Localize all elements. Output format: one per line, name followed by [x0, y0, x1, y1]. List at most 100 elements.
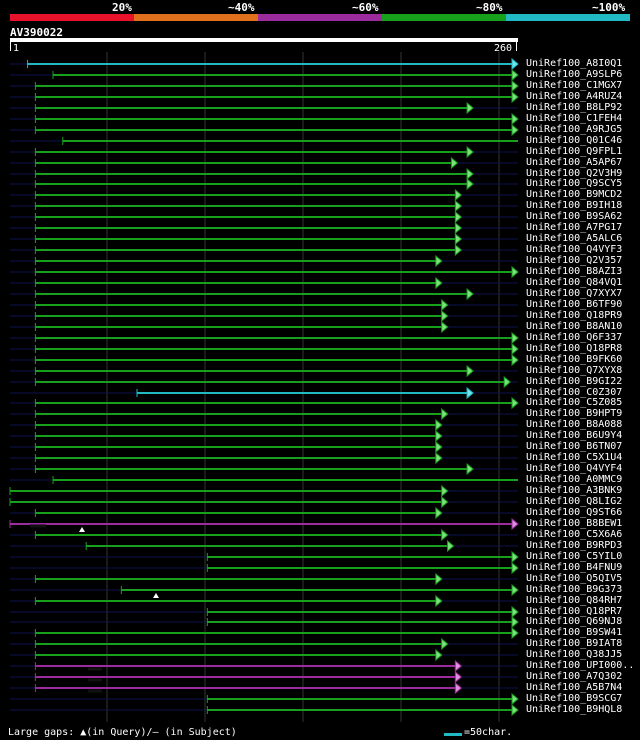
hit-arrow	[466, 462, 474, 476]
hit-label[interactable]: UniRef100_C5X6A6	[526, 529, 623, 540]
hit-arrow	[441, 528, 449, 542]
hit-arrow	[511, 703, 519, 717]
hit-label[interactable]: UniRef100_Q9ST66	[526, 507, 623, 518]
gaps-legend: Large gaps: ▲(in Query)/– (in Subject)	[8, 727, 237, 738]
hit-label[interactable]: UniRef100_B9HPT9	[526, 408, 623, 419]
legend-bar-20	[10, 14, 134, 21]
hit-label[interactable]: UniRef100_B9HQL8	[526, 704, 623, 715]
hit-label[interactable]: UniRef100_Q8LIG2	[526, 496, 623, 507]
hit-label[interactable]: UniRef100_Q84VQ1	[526, 277, 623, 288]
legend-label-60: ~60%	[352, 1, 379, 14]
hit-label[interactable]: UniRef100_B4FNU9	[526, 562, 623, 573]
hit-label[interactable]: UniRef100_B9IH18	[526, 200, 623, 211]
hit-label[interactable]: UniRef100_B9SW41	[526, 627, 623, 638]
hit-label[interactable]: UniRef100_C0Z307	[526, 387, 623, 398]
hit-label[interactable]: UniRef100_Q5QIV5	[526, 573, 623, 584]
hit-label[interactable]: UniRef100_B8A088	[526, 419, 623, 430]
hit-arrow	[511, 112, 519, 126]
hit-arrow	[511, 626, 519, 640]
hit-label[interactable]: UniRef100_Q4VYF3	[526, 244, 623, 255]
hit-label[interactable]: UniRef100_A4RUZ4	[526, 91, 623, 102]
hit-label[interactable]: UniRef100_A0MMC9	[526, 474, 623, 485]
hit-arrow	[511, 123, 519, 137]
hit-arrow	[511, 561, 519, 575]
hit-label[interactable]: UniRef100_B9MCD2	[526, 189, 623, 200]
hit-label[interactable]: UniRef100_A9RJG5	[526, 124, 623, 135]
hit-arrow	[511, 550, 519, 564]
hit-label[interactable]: UniRef100_A5AP67	[526, 157, 623, 168]
hit-arrow	[435, 254, 443, 268]
hit-label[interactable]: UniRef100_B8AZI3	[526, 266, 623, 277]
hit-arrow	[511, 265, 519, 279]
hit-label[interactable]: UniRef100_B6TN07	[526, 441, 623, 452]
hit-label[interactable]: UniRef100_B9RPD3	[526, 540, 623, 551]
hit-arrow	[435, 429, 443, 443]
hit-arrow	[435, 276, 443, 290]
hit-arrow	[435, 440, 443, 454]
scale-bar	[444, 733, 462, 736]
hit-label[interactable]: UniRef100_Q9SCY5	[526, 178, 623, 189]
hit-label[interactable]: UniRef100_Q7XYX8	[526, 365, 623, 376]
hit-label[interactable]: UniRef100_C5Z085	[526, 397, 623, 408]
hit-label[interactable]: UniRef100_B8AN10	[526, 321, 623, 332]
hit-label[interactable]: UniRef100_C5YIL0	[526, 551, 623, 562]
hit-label[interactable]: UniRef100_A7Q302	[526, 671, 623, 682]
hit-arrow	[511, 605, 519, 619]
hit-label[interactable]: UniRef100_B9FK60	[526, 354, 623, 365]
hit-label[interactable]: UniRef100_B9G373	[526, 584, 623, 595]
hit-label[interactable]: UniRef100_UPI000..	[526, 660, 635, 671]
hit-label[interactable]: UniRef100_Q69NJ8	[526, 616, 623, 627]
hit-label[interactable]: UniRef100_Q7XYX7	[526, 288, 623, 299]
ruler-end-tick	[516, 42, 517, 51]
hit-label[interactable]: UniRef100_Q9FPL1	[526, 146, 623, 157]
hit-label[interactable]: UniRef100_Q38JJ5	[526, 649, 623, 660]
hit-arrow	[511, 79, 519, 93]
legend-bar-80	[382, 14, 506, 21]
hit-label[interactable]: UniRef100_Q01C46	[526, 135, 623, 146]
hit-arrow	[454, 199, 463, 213]
hit-arrow	[435, 451, 443, 465]
hit-arrow	[441, 484, 449, 498]
legend-label-100: ~100%	[592, 1, 626, 14]
hit-label[interactable]: UniRef100_Q84RH7	[526, 595, 623, 606]
hit-label[interactable]: UniRef100_B6TF90	[526, 299, 623, 310]
hit-arrow	[454, 681, 463, 695]
hit-label[interactable]: UniRef100_B8BEW1	[526, 518, 623, 529]
hit-label[interactable]: UniRef100_Q2V3H9	[526, 168, 623, 179]
hit-arrow	[511, 353, 519, 367]
hit-label[interactable]: UniRef100_A3BNK9	[526, 485, 623, 496]
hit-label[interactable]: UniRef100_C5X1U4	[526, 452, 623, 463]
scale-label: =50char.	[464, 727, 513, 738]
hit-label[interactable]: UniRef100_A9SLP6	[526, 69, 623, 80]
hit-arrow	[454, 670, 463, 684]
hit-label[interactable]: UniRef100_B9IAT8	[526, 638, 623, 649]
hit-label[interactable]: UniRef100_C1FEH4	[526, 113, 623, 124]
hit-label[interactable]: UniRef100_B9SA62	[526, 211, 623, 222]
hits-layer	[9, 57, 519, 717]
hit-arrow	[511, 517, 519, 531]
hit-label[interactable]: UniRef100_A8I0Q1	[526, 58, 623, 69]
hit-arrow	[454, 659, 463, 673]
hit-label[interactable]: UniRef100_Q4VYF4	[526, 463, 623, 474]
hit-label[interactable]: UniRef100_Q18PR9	[526, 310, 623, 321]
identity-legend: 20% ~40% ~60% ~80% ~100%	[0, 0, 640, 24]
hit-label[interactable]: UniRef100_Q6F337	[526, 332, 623, 343]
hit-label[interactable]: UniRef100_A5ALC6	[526, 233, 623, 244]
query-name: AV390022	[10, 26, 63, 39]
hit-label[interactable]: UniRef100_Q18PR8	[526, 343, 623, 354]
hit-arrow	[466, 287, 474, 301]
hit-arrow	[435, 418, 443, 432]
hit-label[interactable]: UniRef100_Q2V357	[526, 255, 623, 266]
hit-arrow	[466, 364, 474, 378]
hit-label[interactable]: UniRef100_B9SCG7	[526, 693, 623, 704]
hit-label[interactable]: UniRef100_B9GI22	[526, 376, 623, 387]
hit-arrow	[454, 232, 463, 246]
hit-label[interactable]: UniRef100_Q18PR7	[526, 606, 623, 617]
hit-arrow	[441, 495, 449, 509]
hit-label[interactable]: UniRef100_B8LP92	[526, 102, 623, 113]
hit-label[interactable]: UniRef100_C1MGX7	[526, 80, 623, 91]
hit-label[interactable]: UniRef100_B6U9Y4	[526, 430, 623, 441]
hit-arrow	[466, 167, 474, 181]
hit-label[interactable]: UniRef100_A7PG17	[526, 222, 623, 233]
hit-label[interactable]: UniRef100_A5B7N4	[526, 682, 623, 693]
